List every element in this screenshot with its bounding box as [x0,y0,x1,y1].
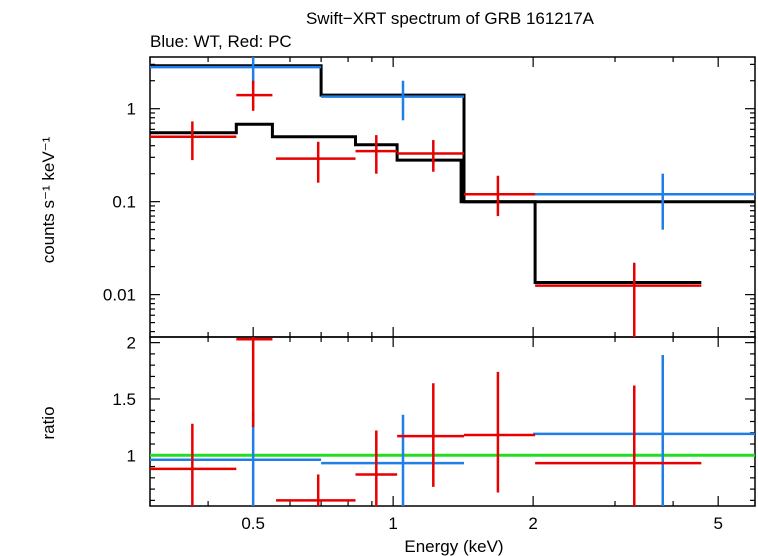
chart-title: Swift−XRT spectrum of GRB 161217A [306,9,595,28]
x-axis-label: Energy (keV) [404,537,503,556]
y-tick-label: 0.1 [112,193,136,212]
x-tick-label: 1 [388,514,397,533]
y-tick-label: 0.01 [103,286,136,305]
chart-subtitle: Blue: WT, Red: PC [150,32,292,51]
top-panel-frame [149,56,756,338]
y-tick-label: 1 [127,100,136,119]
y-tick-label: 1 [127,446,136,465]
bottom-panel-frame [149,336,756,507]
y-tick-label: 2 [127,334,136,353]
y-tick-label: 1.5 [112,390,136,409]
bottom-panel-ylabel: ratio [39,406,58,439]
x-tick-label: 2 [528,514,537,533]
x-tick-label: 5 [713,514,722,533]
top-panel-ylabel: counts s⁻¹ keV⁻¹ [39,136,58,263]
model-line-wt [150,64,755,204]
plot-layer: 0.5 1 2 5 0.01 0.1 1 1 1.5 2 [103,56,756,533]
model-line-pc [150,122,702,284]
x-tick-label: 0.5 [241,514,265,533]
